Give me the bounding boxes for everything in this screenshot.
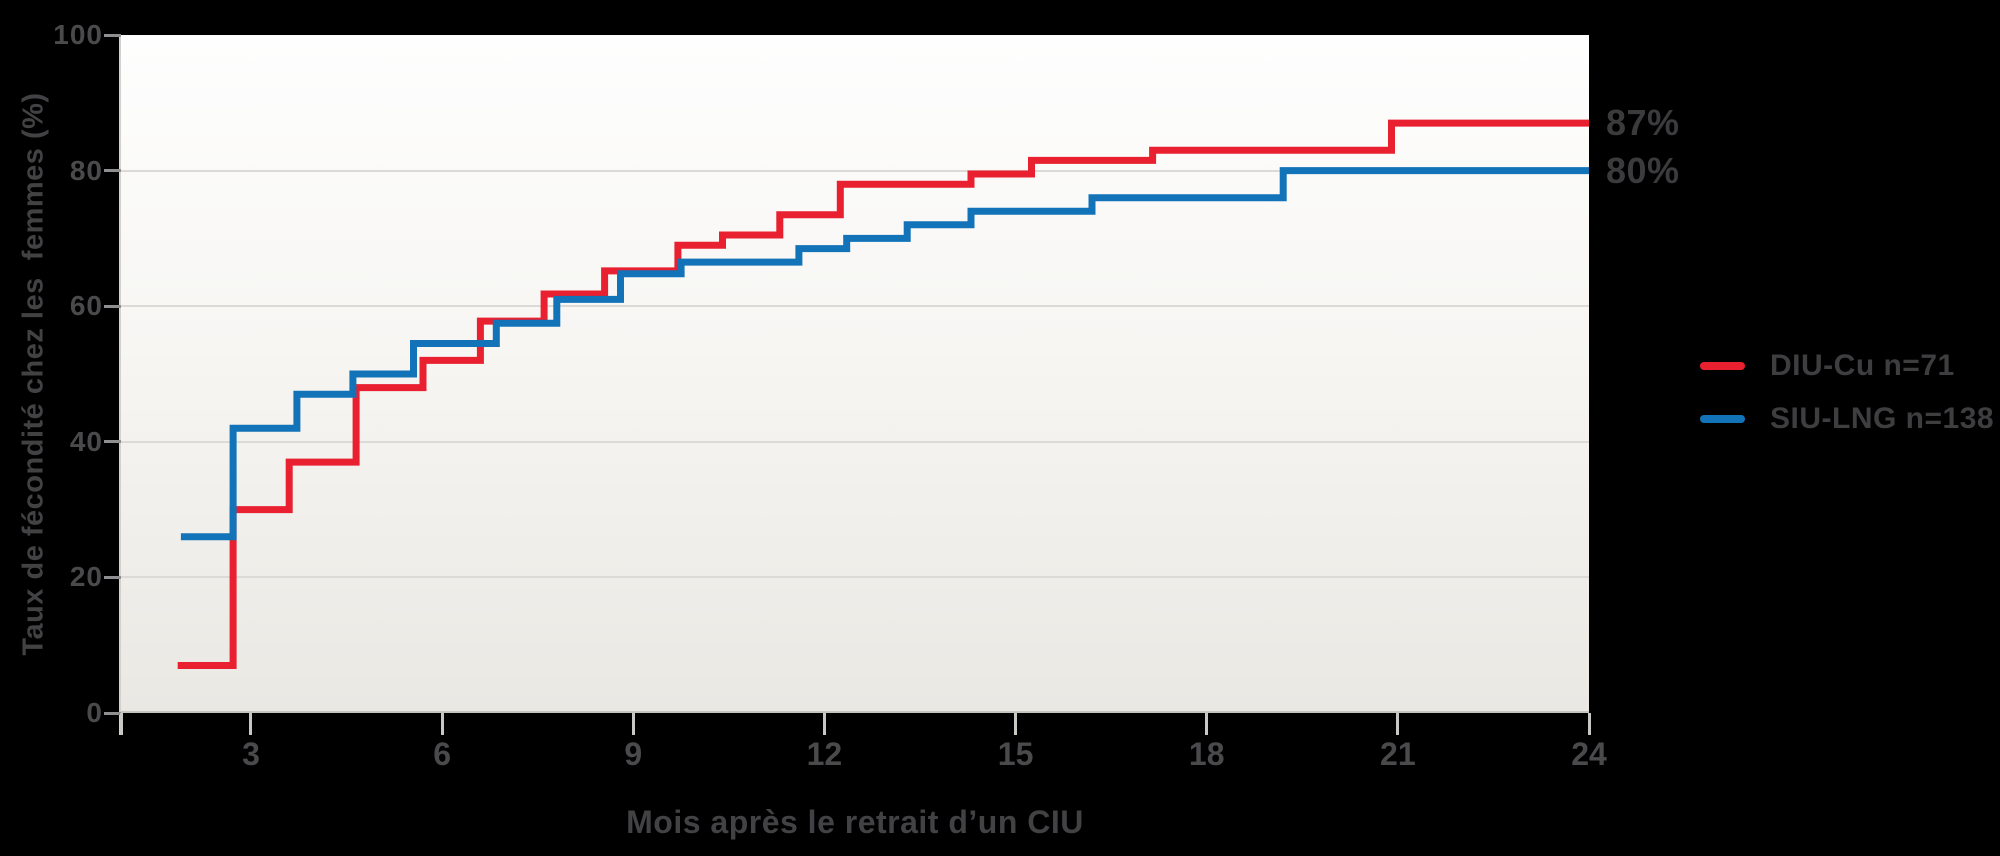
- legend-label-siu-lng: SIU-LNG n=138: [1770, 402, 1995, 435]
- legend-item-diu-cu: DIU-Cu n=71: [1700, 349, 1994, 382]
- y-tick-mark-40: [104, 440, 121, 444]
- x-tick-mark-24: [1587, 713, 1591, 735]
- y-tick-label-20: 20: [69, 561, 103, 593]
- gridline-80: [121, 169, 1589, 172]
- x-tick-label-12: 12: [806, 736, 843, 772]
- legend-swatch-blue-line: [1700, 415, 1745, 423]
- x-tick-label-6: 6: [433, 736, 452, 772]
- x-tick-label-24: 24: [1571, 736, 1607, 772]
- x-tick-mark-21: [1396, 713, 1400, 735]
- end-label-diu-cu: 87%: [1606, 102, 1680, 144]
- y-tick-mark-0: [104, 711, 121, 715]
- y-tick-label-40: 40: [69, 425, 103, 457]
- y-tick-label-100: 100: [53, 19, 103, 50]
- x-axis-corner-tick: [119, 713, 123, 735]
- x-tick-mark-18: [1205, 713, 1209, 735]
- series-line-0: [177, 119, 1589, 669]
- end-label-siu-lng: 80%: [1606, 149, 1680, 191]
- x-tick-label-3: 3: [242, 736, 260, 772]
- legend-label-diu-cu: DIU-Cu n=71: [1770, 349, 1955, 382]
- y-tick-mark-20: [104, 575, 121, 579]
- x-tick-label-18: 18: [1188, 736, 1225, 772]
- y-axis-line: [119, 35, 121, 735]
- x-tick-mark-12: [822, 713, 826, 735]
- x-tick-label-21: 21: [1380, 736, 1416, 772]
- series-line-1: [180, 167, 1589, 541]
- x-tick-mark-3: [249, 713, 253, 735]
- step-curves-svg: [177, 119, 1589, 669]
- x-tick-label-15: 15: [997, 736, 1034, 772]
- gridline-60: [121, 305, 1589, 308]
- y-tick-mark-80: [104, 169, 121, 173]
- x-tick-mark-15: [1014, 713, 1018, 735]
- y-tick-label-60: 60: [69, 290, 103, 322]
- gridline-20: [121, 576, 1589, 579]
- y-tick-label-0: 0: [86, 697, 103, 728]
- y-tick-mark-100: [104, 33, 121, 37]
- gridline-40: [121, 440, 1589, 443]
- legend: DIU-Cu n=71 SIU-LNG n=138: [1700, 349, 1995, 457]
- plot-area: [121, 35, 1589, 713]
- x-tick-label-9: 9: [624, 736, 643, 772]
- y-tick-mark-60: [104, 304, 121, 308]
- x-tick-mark-6: [440, 713, 444, 735]
- x-tick-mark-9: [631, 713, 635, 735]
- y-tick-label-80: 80: [69, 154, 103, 186]
- legend-item-siu-lng: SIU-LNG n=138: [1700, 402, 1995, 435]
- legend-swatch-red-line: [1700, 362, 1745, 370]
- x-axis-title: Mois après le retrait d’un CIU: [626, 804, 1084, 840]
- x-axis-line: [121, 711, 1589, 713]
